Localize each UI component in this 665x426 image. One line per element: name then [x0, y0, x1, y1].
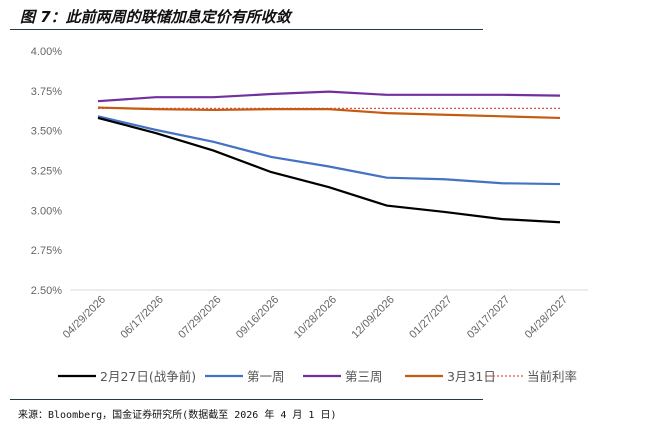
y-tick-label: 3.50%	[31, 126, 62, 138]
legend-label: 第一周	[247, 369, 285, 384]
title-divider	[10, 29, 483, 30]
x-tick-label: 07/29/2026	[176, 294, 223, 341]
figure-title: 图 7：此前两周的联储加息定价有所收敛	[20, 8, 291, 26]
series-line	[97, 116, 561, 224]
series-line	[97, 115, 561, 186]
legend-label: 2月27日(战争前)	[100, 369, 196, 384]
x-tick-label: 06/17/2026	[118, 294, 165, 341]
x-tick-label: 04/29/2026	[61, 294, 108, 341]
legend-label: 3月31日	[447, 369, 496, 384]
source-note: 来源：Bloomberg，国金证券研究所(数据截至 2026 年 4 月 1 日…	[18, 410, 337, 421]
y-tick-label: 2.75%	[31, 245, 62, 257]
x-tick-label: 10/28/2026	[292, 294, 339, 341]
legend-label: 第三周	[345, 369, 383, 384]
x-tick-label: 03/17/2027	[465, 294, 512, 341]
series-line	[97, 90, 561, 103]
y-tick-label: 3.00%	[31, 205, 62, 217]
x-tick-label: 04/28/2027	[523, 294, 570, 341]
y-tick-label: 4.00%	[31, 46, 62, 58]
series-line	[97, 106, 561, 120]
legend-label: 当前利率	[527, 369, 577, 384]
y-tick-label: 3.75%	[31, 86, 62, 98]
x-tick-label: 09/16/2026	[234, 294, 281, 341]
source-divider	[10, 399, 483, 400]
y-tick-label: 2.50%	[31, 285, 62, 297]
x-tick-label: 12/09/2026	[349, 294, 396, 341]
x-tick-label: 01/27/2027	[407, 294, 454, 341]
y-tick-label: 3.25%	[31, 166, 62, 178]
